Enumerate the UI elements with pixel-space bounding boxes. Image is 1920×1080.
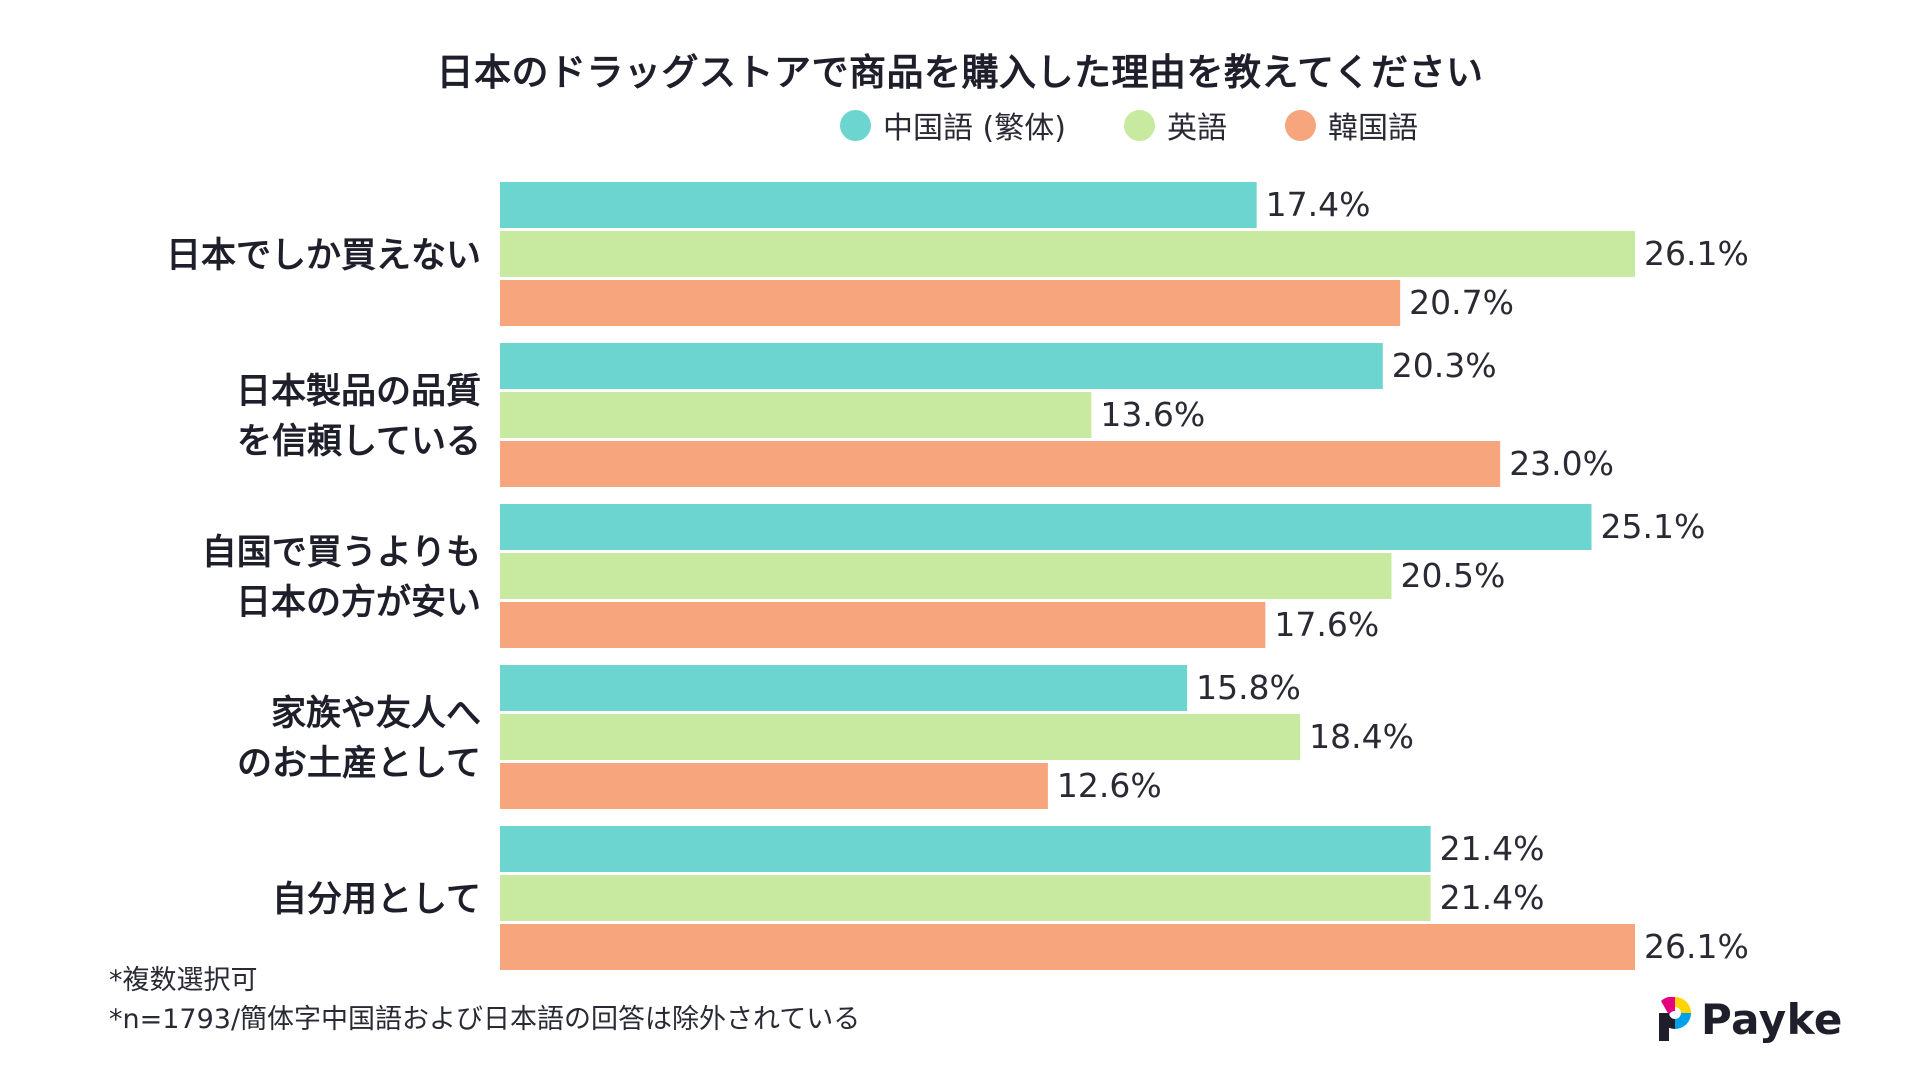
bar-label-3-1: 18.4%: [1309, 717, 1414, 756]
category-label-0-0: 日本でしか買えない: [166, 236, 481, 276]
bar-3-2: [500, 763, 1048, 809]
category-label-4-0: 自分用として: [272, 880, 481, 920]
bar-4-2: [500, 924, 1635, 970]
category-label-1-1: を信頼している: [237, 422, 481, 462]
legend-swatch-en: [1123, 109, 1155, 141]
bar-label-2-2: 17.6%: [1274, 605, 1379, 644]
legend-item-zh-tw: 中国語 (繁体): [840, 103, 1066, 147]
bar-2-1: [500, 553, 1392, 599]
bar-3-0: [500, 665, 1188, 711]
payke-logo: Payke: [1655, 995, 1843, 1044]
bar-2-2: [500, 602, 1266, 648]
bar-label-4-2: 26.1%: [1644, 927, 1749, 966]
bar-4-0: [500, 826, 1431, 872]
note-multiple-choice: *複数選択可: [109, 965, 258, 996]
bar-label-3-2: 12.6%: [1057, 766, 1162, 805]
bar-label-2-1: 20.5%: [1400, 556, 1505, 595]
note-sample-size: *n=1793/簡体字中国語および日本語の回答は除外されている: [109, 1004, 861, 1035]
bar-1-2: [500, 441, 1501, 487]
bar-label-0-0: 17.4%: [1266, 185, 1371, 224]
bar-0-1: [500, 231, 1635, 277]
legend-label-en: 英語: [1166, 111, 1227, 146]
bar-label-4-0: 21.4%: [1440, 829, 1545, 868]
bar-label-2-0: 25.1%: [1601, 507, 1706, 546]
bar-0-2: [500, 280, 1401, 326]
bar-4-1: [500, 875, 1431, 921]
bar-label-1-0: 20.3%: [1392, 346, 1497, 385]
bar-label-3-0: 15.8%: [1196, 668, 1301, 707]
legend-item-ko: 韓国語: [1284, 103, 1418, 147]
legend: 中国語 (繁体) 英語 韓国語: [840, 103, 1476, 147]
bar-label-1-2: 23.0%: [1509, 444, 1614, 483]
bar-label-0-2: 20.7%: [1409, 283, 1514, 322]
category-label-1-0: 日本製品の品質: [236, 372, 481, 412]
chart-title: 日本のドラッグストアで商品を購入した理由を教えてください: [436, 51, 1484, 94]
category-label-2-1: 日本の方が安い: [236, 583, 481, 623]
bar-label-0-1: 26.1%: [1644, 234, 1749, 273]
bar-1-1: [500, 392, 1092, 438]
payke-logo-text: Payke: [1701, 995, 1843, 1044]
legend-swatch-ko: [1284, 109, 1316, 141]
category-label-3-0: 家族や友人へ: [271, 694, 481, 734]
category-label-2-0: 自国で買うよりも: [202, 533, 481, 573]
payke-logo-mark-icon: [1659, 996, 1691, 1041]
bar-label-1-1: 13.6%: [1100, 395, 1205, 434]
bar-3-1: [500, 714, 1301, 760]
legend-label-zh-tw: 中国語 (繁体): [883, 111, 1066, 146]
category-label-3-1: のお土産として: [237, 744, 481, 784]
bar-2-0: [500, 504, 1592, 550]
legend-label-ko: 韓国語: [1327, 111, 1418, 146]
legend-item-en: 英語: [1123, 103, 1227, 147]
bar-1-0: [500, 343, 1383, 389]
legend-swatch-zh-tw: [840, 109, 871, 141]
bar-0-0: [500, 182, 1257, 228]
bar-label-4-1: 21.4%: [1440, 878, 1545, 917]
